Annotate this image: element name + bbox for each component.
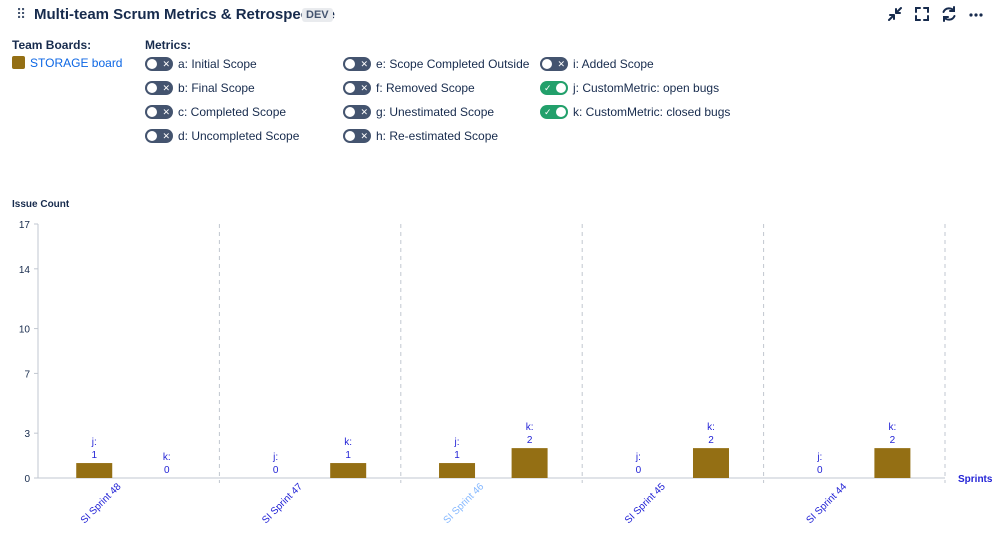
metric-label: e: Scope Completed Outside (376, 57, 530, 71)
collapse-icon[interactable] (886, 5, 904, 23)
metric-toggle-c[interactable]: ✕ c: Completed Scope (145, 104, 286, 120)
fullscreen-icon[interactable] (913, 5, 931, 23)
bar-k-4 (874, 448, 911, 478)
y-tick-label: 0 (24, 474, 30, 485)
metric-toggle-k[interactable]: ✓ k: CustomMetric: closed bugs (540, 104, 730, 120)
environment-tag: DEV (302, 8, 333, 22)
panel-title: Multi-team Scrum Metrics & Retrospective (34, 6, 335, 23)
team-boards-label: Team Boards: (12, 38, 92, 52)
metric-label: c: Completed Scope (178, 105, 287, 119)
toggle-off-icon[interactable]: ✕ (343, 81, 371, 95)
drag-handle-icon[interactable]: ⠿ (16, 6, 26, 22)
metric-label: f: Removed Scope (376, 81, 475, 95)
board-color-swatch (12, 56, 25, 69)
data-value-label: 0 (164, 465, 170, 476)
metric-toggle-g[interactable]: ✕ g: Unestimated Scope (343, 104, 494, 120)
x-axis-title: Sprints (958, 474, 993, 485)
series-prefix-label: k: (707, 422, 715, 433)
toggle-off-icon[interactable]: ✕ (343, 129, 371, 143)
toggle-off-icon[interactable]: ✕ (540, 57, 568, 71)
metric-label: d: Uncompleted Scope (178, 129, 300, 143)
series-prefix-label: j: (635, 452, 641, 463)
data-value-label: 0 (817, 465, 823, 476)
x-tick-label: SI Sprint 46 (442, 481, 487, 526)
y-tick-label: 14 (19, 265, 31, 276)
bar-k-3 (692, 448, 729, 478)
data-value-label: 1 (345, 450, 351, 461)
bar-j-0 (76, 463, 113, 478)
panel-header: ⠿ Multi-team Scrum Metrics & Retrospecti… (0, 0, 999, 30)
x-tick-label: SI Sprint 44 (804, 481, 849, 526)
toggle-on-icon[interactable]: ✓ (540, 81, 568, 95)
board-link-storage[interactable]: STORAGE board (30, 56, 123, 70)
metric-toggle-b[interactable]: ✕ b: Final Scope (145, 80, 255, 96)
metric-toggle-i[interactable]: ✕ i: Added Scope (540, 56, 654, 72)
series-prefix-label: j: (816, 452, 822, 463)
toggle-off-icon[interactable]: ✕ (145, 105, 173, 119)
metric-toggle-e[interactable]: ✕ e: Scope Completed Outside (343, 56, 529, 72)
toggle-off-icon[interactable]: ✕ (145, 81, 173, 95)
toggle-off-icon[interactable]: ✕ (145, 129, 173, 143)
series-prefix-label: k: (526, 422, 534, 433)
metric-toggle-f[interactable]: ✕ f: Removed Scope (343, 80, 475, 96)
metric-label: a: Initial Scope (178, 57, 257, 71)
metric-label: b: Final Scope (178, 81, 255, 95)
metric-label: i: Added Scope (573, 57, 654, 71)
metrics-label: Metrics: (145, 38, 192, 52)
data-value-label: 0 (273, 465, 279, 476)
toggle-on-icon[interactable]: ✓ (540, 105, 568, 119)
data-value-label: 1 (91, 450, 97, 461)
metric-label: j: CustomMetric: open bugs (573, 81, 720, 95)
metric-toggle-a[interactable]: ✕ a: Initial Scope (145, 56, 257, 72)
data-value-label: 0 (636, 465, 642, 476)
toggle-off-icon[interactable]: ✕ (343, 57, 371, 71)
y-axis-title: Issue Count (12, 199, 70, 210)
data-value-label: 1 (454, 450, 460, 461)
x-tick-label: SI Sprint 47 (260, 481, 305, 526)
y-tick-label: 10 (19, 325, 31, 336)
toggle-off-icon[interactable]: ✕ (343, 105, 371, 119)
more-icon[interactable] (967, 5, 985, 23)
y-tick-label: 3 (24, 429, 30, 440)
series-prefix-label: j: (454, 437, 460, 448)
metric-label: h: Re-estimated Scope (376, 129, 499, 143)
data-value-label: 2 (890, 435, 896, 446)
series-prefix-label: k: (889, 422, 897, 433)
bar-j-2 (439, 463, 476, 478)
bar-k-2 (511, 448, 548, 478)
metric-label: k: CustomMetric: closed bugs (573, 105, 731, 119)
refresh-icon[interactable] (940, 5, 958, 23)
y-tick-label: 17 (19, 220, 31, 231)
data-value-label: 2 (708, 435, 714, 446)
x-tick-label: SI Sprint 45 (623, 481, 668, 526)
metric-toggle-j[interactable]: ✓ j: CustomMetric: open bugs (540, 80, 719, 96)
bar-k-1 (330, 463, 367, 478)
series-prefix-label: j: (91, 437, 97, 448)
x-tick-label: SI Sprint 48 (79, 481, 124, 526)
series-prefix-label: k: (344, 437, 352, 448)
series-prefix-label: k: (163, 452, 171, 463)
series-prefix-label: j: (272, 452, 278, 463)
y-tick-label: 7 (24, 369, 30, 380)
metric-label: g: Unestimated Scope (376, 105, 495, 119)
data-value-label: 2 (527, 435, 533, 446)
metric-toggle-d[interactable]: ✕ d: Uncompleted Scope (145, 128, 299, 144)
metric-toggle-h[interactable]: ✕ h: Re-estimated Scope (343, 128, 498, 144)
toggle-off-icon[interactable]: ✕ (145, 57, 173, 71)
